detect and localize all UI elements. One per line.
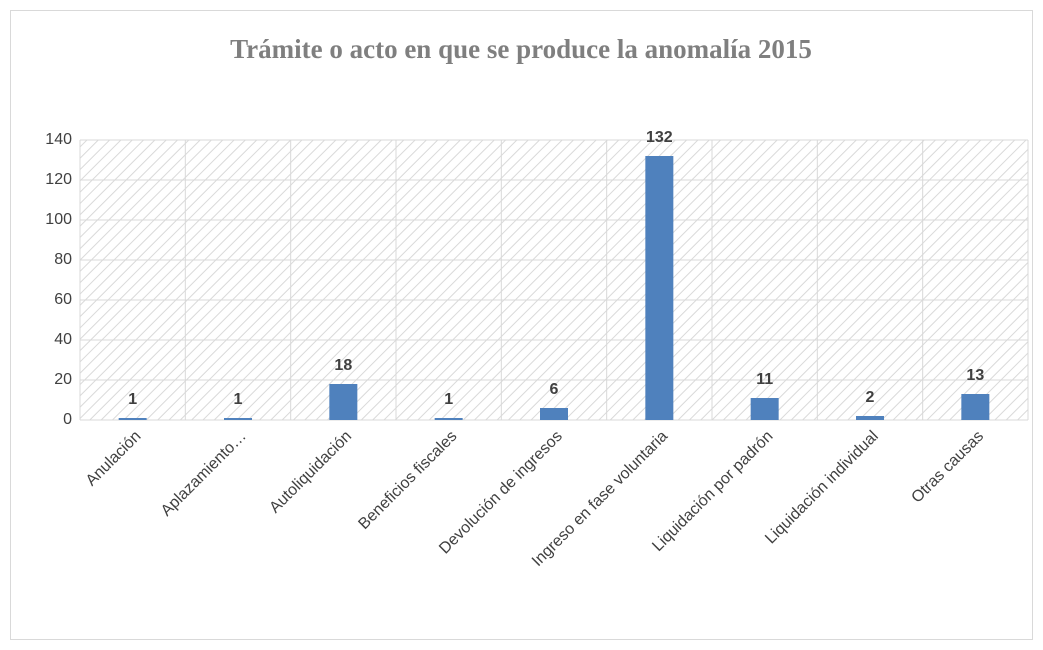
bar	[118, 418, 147, 420]
y-tick-label: 0	[63, 411, 72, 428]
bar	[540, 408, 568, 420]
bar	[329, 384, 358, 420]
plot-area	[80, 140, 1028, 420]
y-tick-label: 100	[45, 211, 72, 228]
bar	[224, 418, 252, 420]
value-label: 2	[866, 389, 875, 406]
y-tick-label: 140	[45, 131, 72, 148]
y-tick-label: 120	[45, 171, 72, 188]
value-label: 6	[550, 381, 559, 398]
value-label: 1	[128, 391, 137, 408]
bar	[645, 156, 674, 420]
value-label: 1	[444, 391, 453, 408]
value-label: 13	[966, 367, 984, 384]
value-label: 132	[646, 129, 673, 146]
bar	[961, 394, 990, 420]
bar	[856, 416, 884, 420]
value-label: 1	[234, 391, 243, 408]
y-tick-label: 40	[54, 331, 72, 348]
y-tick-label: 60	[54, 291, 72, 308]
value-label: 18	[334, 357, 352, 374]
bar	[750, 398, 779, 420]
y-tick-label: 80	[54, 251, 72, 268]
chart-title: Trámite o acto en que se produce la anom…	[230, 34, 812, 64]
value-label: 11	[756, 371, 773, 388]
bar	[434, 418, 463, 420]
y-tick-label: 20	[54, 371, 72, 388]
